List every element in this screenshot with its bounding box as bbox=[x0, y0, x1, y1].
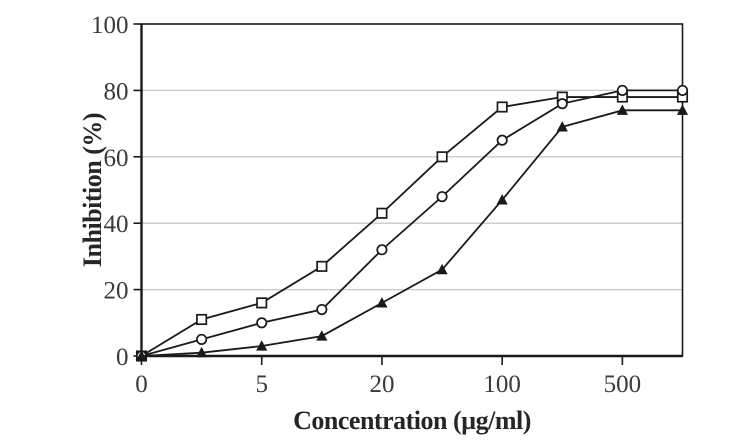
marker-open-square bbox=[436, 151, 448, 163]
x-axis-title: Concentration (µg/ml) bbox=[293, 406, 531, 435]
y-tick-label-20: 20 bbox=[104, 278, 129, 305]
marker-open-circle bbox=[196, 333, 208, 345]
x-tick-label-500: 500 bbox=[604, 371, 642, 398]
marker-open-circle bbox=[676, 84, 689, 96]
marker-open-circle bbox=[436, 191, 448, 203]
marker-open-circle bbox=[556, 98, 568, 110]
marker-filled-triangle bbox=[616, 104, 628, 115]
y-axis-title: Inhibition (%) bbox=[78, 113, 107, 267]
marker-open-circle bbox=[256, 317, 268, 329]
marker-open-square bbox=[376, 207, 388, 219]
marker-filled-triangle bbox=[196, 346, 208, 358]
marker-open-circle bbox=[616, 84, 628, 96]
marker-filled-triangle bbox=[676, 104, 689, 115]
y-tick-label-100: 100 bbox=[91, 12, 129, 39]
y-tick-label-80: 80 bbox=[104, 78, 129, 105]
x-tick-label-5: 5 bbox=[255, 371, 268, 398]
plot-area: 0 20 40 60 80 100 0 5 20 100 500 bbox=[91, 12, 689, 398]
y-tick-label-0: 0 bbox=[116, 344, 129, 371]
y-tick-label-40: 40 bbox=[104, 211, 129, 238]
x-tick-label-0: 0 bbox=[135, 371, 148, 398]
series-line-open-circle bbox=[141, 89, 683, 357]
x-tick-label-20: 20 bbox=[369, 371, 394, 398]
marker-open-circle bbox=[496, 134, 508, 146]
marker-filled-triangle bbox=[436, 263, 448, 275]
marker-open-square bbox=[316, 260, 328, 272]
marker-filled-triangle bbox=[496, 194, 508, 205]
y-tick-label-60: 60 bbox=[104, 145, 129, 172]
marker-open-square bbox=[256, 297, 268, 309]
marker-filled-triangle bbox=[256, 340, 268, 351]
marker-open-circle bbox=[316, 303, 328, 316]
plot-frame bbox=[140, 23, 684, 357]
marker-filled-triangle bbox=[316, 330, 328, 341]
marker-filled-triangle bbox=[556, 121, 568, 132]
marker-open-circle bbox=[376, 244, 388, 256]
series-line-filled-triangle bbox=[141, 109, 683, 357]
marker-open-square bbox=[496, 101, 508, 113]
marker-filled-triangle bbox=[135, 350, 148, 361]
series-line-open-square bbox=[141, 96, 683, 357]
x-tick-label-100: 100 bbox=[483, 371, 521, 398]
marker-open-square bbox=[196, 313, 208, 326]
marker-filled-triangle bbox=[376, 297, 388, 308]
